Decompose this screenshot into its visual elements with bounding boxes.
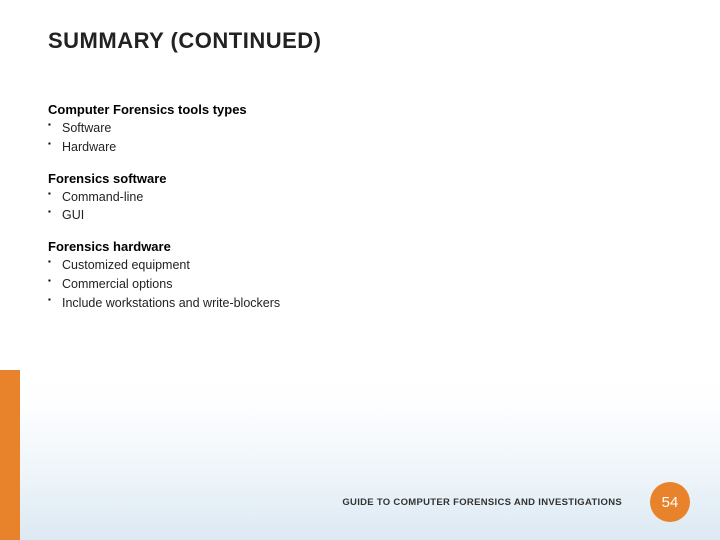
footer-text: GUIDE TO COMPUTER FORENSICS AND INVESTIG… <box>342 497 622 508</box>
bullet-list: Command-line GUI <box>48 188 672 226</box>
section-heading: Forensics software <box>48 171 672 186</box>
list-item: Commercial options <box>48 275 672 294</box>
list-item: Command-line <box>48 188 672 207</box>
section-hardware: Forensics hardware Customized equipment … <box>48 239 672 312</box>
section-heading: Computer Forensics tools types <box>48 102 672 117</box>
list-item: Customized equipment <box>48 256 672 275</box>
footer: GUIDE TO COMPUTER FORENSICS AND INVESTIG… <box>342 482 690 522</box>
list-item: Hardware <box>48 138 672 157</box>
section-tools-types: Computer Forensics tools types Software … <box>48 102 672 157</box>
page-number-badge: 54 <box>650 482 690 522</box>
bullet-list: Customized equipment Commercial options … <box>48 256 672 312</box>
page-number: 54 <box>662 494 679 511</box>
list-item: GUI <box>48 206 672 225</box>
accent-bar <box>0 370 20 540</box>
bullet-list: Software Hardware <box>48 119 672 157</box>
section-software: Forensics software Command-line GUI <box>48 171 672 226</box>
list-item: Software <box>48 119 672 138</box>
slide-title: SUMMARY (CONTINUED) <box>48 28 672 54</box>
list-item: Include workstations and write-blockers <box>48 294 672 313</box>
section-heading: Forensics hardware <box>48 239 672 254</box>
slide: SUMMARY (CONTINUED) Computer Forensics t… <box>0 0 720 540</box>
